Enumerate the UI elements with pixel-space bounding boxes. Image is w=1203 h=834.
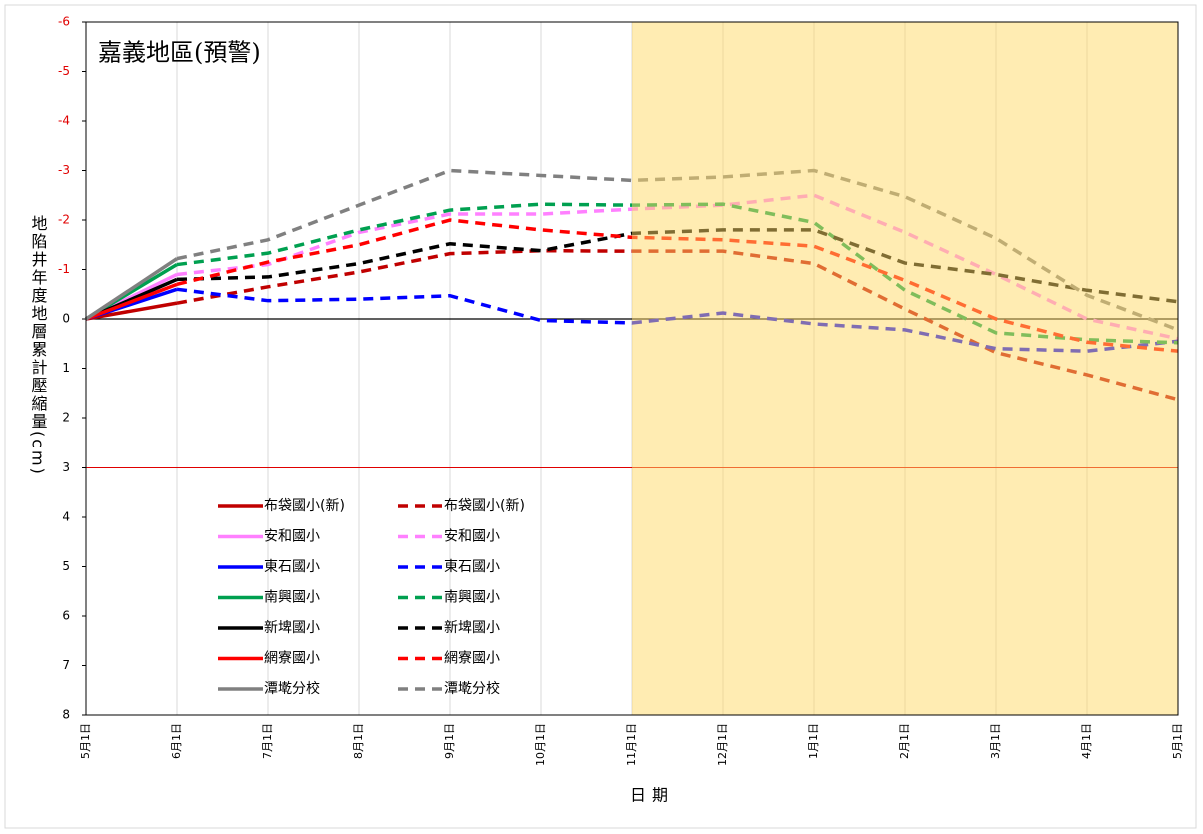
y-tick-label: -3 — [58, 163, 70, 177]
legend-label: 安和國小 — [264, 529, 320, 545]
y-tick-label: 7 — [62, 658, 70, 672]
y-tick-label: 1 — [62, 361, 70, 375]
legend-label: 安和國小 — [444, 529, 500, 545]
x-tick-label: 12月1日 — [716, 723, 729, 766]
legend-label: 布袋國小(新) — [264, 498, 345, 514]
y-tick-label: 2 — [62, 411, 70, 425]
y-tick-label: -2 — [58, 213, 70, 227]
plot-frame — [85, 21, 1179, 716]
legend-label: 新埤國小 — [264, 620, 320, 636]
y-tick-label: -4 — [58, 114, 70, 128]
x-tick-label: 9月1日 — [443, 723, 456, 759]
series-line — [176, 193, 1179, 341]
y-tick-label: 8 — [62, 708, 70, 722]
x-tick-label: 5月1日 — [1171, 723, 1184, 759]
y-tick-label: 0 — [62, 312, 70, 326]
y-tick-label: 5 — [62, 559, 70, 573]
x-tick-label: 4月1日 — [1080, 723, 1093, 759]
x-tick-label: 8月1日 — [352, 723, 365, 759]
x-tick-label: 3月1日 — [989, 723, 1002, 759]
series-line — [85, 282, 178, 321]
y-tick-label: -6 — [58, 15, 70, 29]
y-tick-label: -1 — [58, 262, 70, 276]
y-tick-label: 4 — [62, 510, 70, 524]
x-tick-label: 1月1日 — [807, 723, 820, 759]
forecast-shade — [632, 22, 1178, 715]
y-tick-label: -5 — [58, 64, 70, 78]
legend-label: 新埤國小 — [444, 620, 500, 636]
y-axis-label: 地陷井年度地層累計壓縮量(cm) — [29, 215, 48, 476]
y-tick-label: 6 — [62, 609, 70, 623]
x-tick-label: 5月1日 — [79, 723, 92, 759]
x-tick-label: 2月1日 — [898, 723, 911, 759]
legend-label: 網寮國小 — [264, 650, 320, 667]
legend-label: 布袋國小(新) — [444, 498, 525, 514]
legend-label: 東石國小 — [264, 559, 320, 575]
legend-label: 南興國小 — [444, 590, 500, 606]
legend-label: 潭墘分校 — [264, 680, 320, 697]
legend-label: 南興國小 — [264, 590, 320, 606]
chart-title: 嘉義地區(預警) — [98, 39, 261, 67]
x-tick-label: 11月1日 — [625, 723, 638, 766]
x-tick-label: 6月1日 — [170, 723, 183, 759]
y-tick-label: 3 — [62, 460, 70, 474]
legend-label: 東石國小 — [444, 559, 500, 575]
x-axis-label: 日期 — [630, 786, 674, 805]
legend-label: 網寮國小 — [444, 650, 500, 667]
legend-label: 潭墘分校 — [444, 680, 500, 697]
series-line — [85, 301, 178, 321]
x-tick-label: 10月1日 — [534, 723, 547, 766]
x-tick-label: 7月1日 — [261, 723, 274, 759]
series-line — [85, 257, 178, 321]
